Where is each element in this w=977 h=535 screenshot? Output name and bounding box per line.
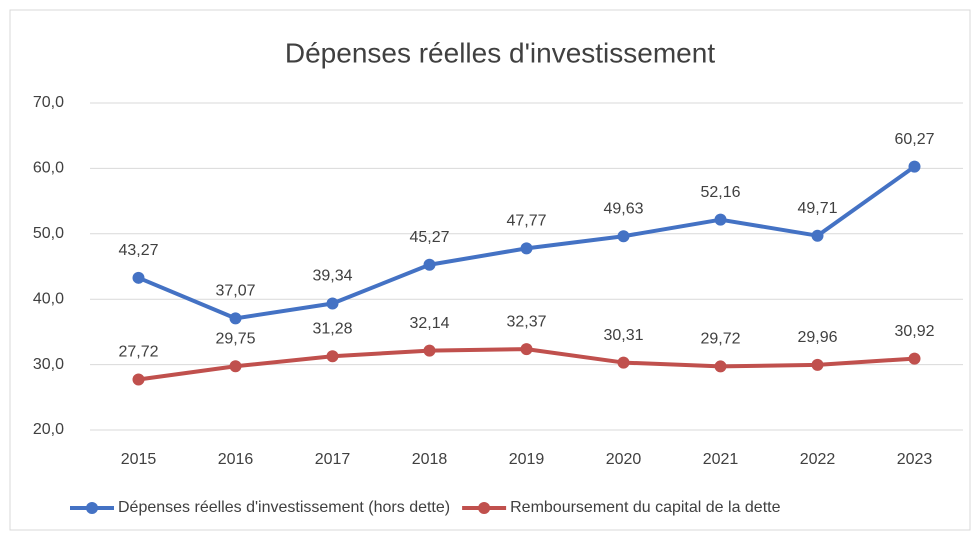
x-tick-label: 2023 (897, 451, 933, 468)
data-label: 49,71 (797, 200, 837, 217)
x-tick-label: 2019 (509, 451, 545, 468)
point (132, 271, 145, 284)
point (423, 258, 436, 271)
y-tick-label: 40,0 (33, 290, 64, 307)
y-tick-label: 20,0 (33, 421, 64, 438)
chart-border (9, 9, 971, 531)
data-label: 30,92 (894, 323, 934, 340)
data-label: 29,96 (797, 329, 837, 346)
data-label: 52,16 (700, 184, 740, 201)
x-tick-label: 2020 (606, 451, 642, 468)
x-tick-label: 2015 (121, 451, 157, 468)
x-tick-label: 2017 (315, 451, 351, 468)
y-tick-label: 70,0 (33, 94, 64, 111)
data-label: 49,63 (603, 200, 643, 217)
chart-title: Dépenses réelles d'investissement (285, 37, 715, 68)
point (326, 350, 339, 363)
legend-label: Remboursement du capital de la dette (510, 499, 780, 516)
data-label: 47,77 (506, 213, 546, 230)
data-label: 60,27 (894, 131, 934, 148)
point (714, 213, 727, 226)
data-label: 45,27 (409, 229, 449, 246)
legend-marker (478, 502, 491, 514)
data-label: 43,27 (118, 242, 158, 259)
data-label: 30,31 (603, 327, 643, 344)
point (520, 242, 533, 255)
point (229, 360, 242, 373)
point (423, 344, 436, 357)
data-label: 32,14 (409, 315, 449, 332)
point (811, 358, 824, 371)
point (617, 230, 630, 243)
point (908, 352, 921, 365)
data-label: 32,37 (506, 313, 546, 330)
legend-label: Dépenses réelles d'investissement (hors … (118, 499, 450, 516)
data-label: 29,75 (215, 330, 255, 347)
legend-marker (86, 502, 98, 514)
point (908, 160, 921, 173)
point (617, 356, 630, 369)
point (520, 343, 533, 356)
x-tick-label: 2021 (703, 451, 739, 468)
data-label: 31,28 (312, 320, 352, 337)
data-label: 29,72 (700, 331, 740, 348)
point (811, 229, 824, 242)
data-label: 27,72 (118, 344, 158, 361)
point (326, 297, 339, 310)
data-label: 39,34 (312, 268, 352, 285)
point (132, 373, 145, 386)
y-tick-label: 60,0 (33, 160, 64, 177)
point (714, 360, 727, 373)
y-tick-label: 30,0 (33, 356, 64, 373)
point (229, 312, 242, 325)
x-tick-label: 2016 (218, 451, 254, 468)
x-tick-label: 2022 (800, 451, 836, 468)
x-tick-label: 2018 (412, 451, 448, 468)
data-label: 37,07 (215, 283, 255, 300)
y-tick-label: 50,0 (33, 225, 64, 242)
